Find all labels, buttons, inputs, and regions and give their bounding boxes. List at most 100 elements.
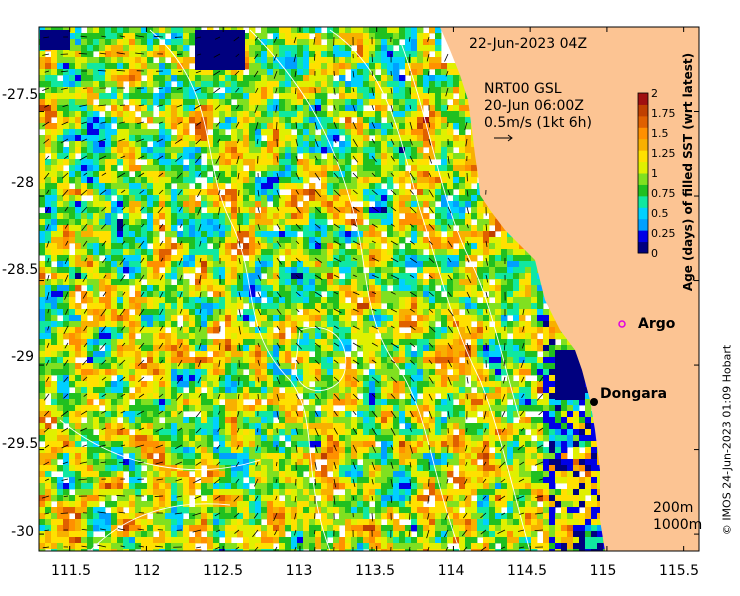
sst-pixel [135,147,142,154]
sst-pixel [183,201,190,208]
sst-pixel [117,183,124,190]
sst-pixel [435,225,442,232]
sst-pixel [177,159,184,166]
sst-pixel [333,309,340,316]
sst-pixel [135,75,142,82]
sst-pixel [363,237,370,244]
sst-pixel [495,261,502,268]
sst-pixel [99,51,106,58]
sst-pixel [327,45,334,52]
sst-pixel [135,117,142,124]
sst-pixel [75,315,82,322]
sst-pixel [303,63,310,70]
sst-pixel [231,177,238,184]
sst-pixel [93,279,100,286]
sst-pixel [159,177,166,184]
sst-pixel [141,183,148,190]
sst-pixel [69,27,76,34]
sst-pixel [447,105,454,112]
sst-pixel [273,213,280,220]
sst-pixel [45,201,52,208]
sst-pixel [249,57,256,64]
sst-pixel [339,111,346,118]
sst-pixel [519,291,526,298]
sst-pixel [303,99,310,106]
sst-pixel [423,171,430,178]
sst-pixel [315,273,322,280]
sst-pixel [189,219,196,226]
sst-pixel [303,201,310,208]
sst-pixel [45,225,52,232]
sst-pixel [291,99,298,106]
sst-pixel [303,225,310,232]
sst-pixel [381,99,388,106]
sst-pixel [195,213,202,220]
sst-pixel [117,243,124,250]
sst-pixel [39,153,46,160]
sst-pixel [471,231,478,238]
sst-pixel [291,291,298,298]
sst-pixel [411,45,418,52]
sst-pixel [159,171,166,178]
sst-pixel [405,171,412,178]
sst-pixel [441,177,448,184]
sst-pixel [267,141,274,148]
sst-pixel [225,159,232,166]
sst-pixel [345,27,352,34]
sst-pixel [375,153,382,160]
sst-pixel [63,249,70,256]
sst-pixel [213,249,220,256]
sst-pixel [123,129,130,136]
sst-pixel [201,189,208,196]
sst-pixel [525,255,532,262]
sst-pixel [267,225,274,232]
sst-pixel [279,195,286,202]
sst-pixel [123,171,130,178]
sst-pixel [369,243,376,250]
sst-pixel [141,69,148,76]
sst-pixel [339,27,346,34]
sst-pixel [123,207,130,214]
sst-pixel [81,261,88,268]
sst-pixel [267,51,274,58]
sst-pixel [219,75,226,82]
sst-pixel [147,117,154,124]
sst-pixel [225,189,232,196]
sst-pixel [303,285,310,292]
sst-pixel [513,255,520,262]
sst-pixel [333,243,340,250]
sst-pixel [177,297,184,304]
sst-pixel [375,33,382,40]
sst-pixel [153,81,160,88]
sst-pixel [363,135,370,142]
sst-pixel [399,255,406,262]
sst-pixel [147,279,154,286]
sst-pixel [219,201,226,208]
sst-pixel [411,243,418,250]
sst-pixel [393,321,400,328]
sst-pixel [261,177,268,184]
sst-pixel [255,69,262,76]
sst-pixel [363,225,370,232]
sst-pixel [255,33,262,40]
sst-pixel [225,237,232,244]
sst-pixel [183,93,190,100]
sst-pixel [39,117,46,124]
sst-pixel [93,237,100,244]
sst-pixel [117,51,124,58]
sst-pixel [327,189,334,196]
sst-pixel [543,315,550,322]
sst-pixel [87,261,94,268]
sst-pixel [195,147,202,154]
sst-pixel [369,93,376,100]
sst-pixel [429,261,436,268]
sst-pixel [381,87,388,94]
sst-pixel [147,273,154,280]
sst-pixel [255,39,262,46]
sst-pixel [177,135,184,142]
sst-pixel [159,327,166,334]
sst-pixel [423,57,430,64]
sst-pixel [489,237,496,244]
sst-pixel [195,261,202,268]
sst-pixel [315,141,322,148]
